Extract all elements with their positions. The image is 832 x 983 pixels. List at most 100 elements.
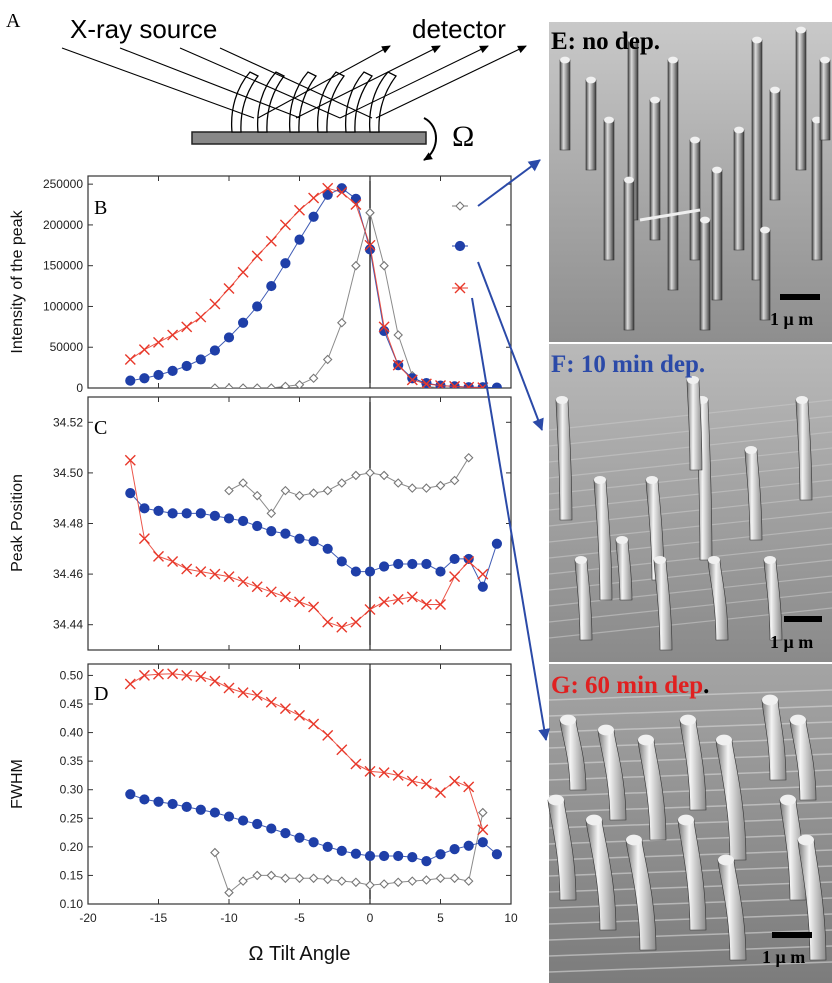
data-point: [364, 604, 376, 616]
data-point: [252, 383, 262, 388]
y-tick-label: 0.25: [60, 811, 84, 825]
data-point: [223, 283, 235, 295]
data-point: [491, 538, 502, 549]
charts: 0 50000 100000 150000 200000 250000 B Intensity…: [9, 175, 518, 965]
data-point: [393, 877, 403, 888]
data-point: [420, 378, 432, 388]
data-point: [223, 682, 235, 694]
data-point: [124, 454, 136, 466]
data-point: [393, 478, 403, 488]
data-point: [195, 354, 206, 365]
data-point: [252, 490, 262, 501]
connector-arrows: [471, 159, 551, 741]
y-tick-label: 34.48: [53, 517, 83, 531]
chart-panel-b: 0 50000 100000 150000 200000 250000 B Intensity…: [9, 175, 512, 395]
nanowire-tip: [638, 734, 654, 746]
connector-arrow-red-to-g: [471, 297, 551, 741]
x-tick-label: 5: [437, 911, 444, 925]
data-point: [463, 452, 474, 463]
data-point: [224, 383, 234, 388]
data-point: [378, 321, 390, 333]
panel-letter: D: [94, 683, 108, 705]
data-point: [350, 616, 362, 628]
nanowire-tip: [708, 556, 720, 564]
rotation-arrow-icon: [423, 117, 437, 161]
micrograph-g-title: G: 60 min dep.: [551, 672, 709, 699]
x-tick-label: -10: [220, 911, 238, 925]
surface-streak: [548, 575, 832, 607]
data-point: [337, 317, 347, 328]
x-axis-label: Ω Tilt Angle: [248, 943, 350, 965]
data-point: [308, 718, 320, 730]
nanowire: [559, 59, 571, 151]
y-tick-label: 0.35: [60, 754, 84, 768]
y-tick-label: 34.50: [53, 466, 83, 480]
data-point: [125, 488, 136, 499]
data-point: [350, 566, 361, 577]
data-point: [337, 478, 347, 488]
series-gray: [210, 807, 488, 898]
nanowire: [603, 119, 615, 261]
nanowire-tip: [745, 446, 757, 454]
micrograph-e-scale-bar: [780, 294, 820, 300]
legend-marker-blue: [454, 240, 466, 252]
data-point: [364, 765, 376, 777]
data-point: [336, 845, 347, 856]
surface-streak: [548, 689, 832, 701]
panel-letter: B: [94, 197, 107, 219]
series-line: [130, 673, 484, 830]
data-point: [393, 330, 403, 340]
data-point: [224, 485, 234, 496]
data-point: [365, 468, 375, 478]
detector-label: detector: [412, 14, 506, 44]
data-point: [279, 219, 291, 231]
data-point: [322, 841, 333, 852]
y-tick-label: 100000: [43, 299, 83, 313]
data-point: [237, 687, 249, 699]
data-point: [350, 848, 361, 859]
incident-beam-lines: [61, 47, 373, 119]
data-point: [463, 553, 474, 565]
data-point: [139, 373, 150, 384]
nanowire-tip: [812, 116, 822, 124]
data-point: [294, 234, 305, 245]
y-axis-label: Intensity of the peak: [9, 209, 26, 353]
nanowire-tip: [718, 854, 734, 866]
surface-streak: [548, 961, 832, 973]
data-point: [435, 598, 446, 610]
nanowire-tip: [712, 166, 722, 174]
data-point: [124, 678, 136, 690]
surface-streak: [548, 945, 832, 957]
data-point: [125, 789, 136, 800]
series-line: [129, 460, 484, 628]
nanowire-tip: [798, 834, 814, 846]
data-point: [308, 837, 319, 848]
x-tick-label: -5: [294, 911, 305, 925]
nanowire: [733, 129, 745, 251]
data-point: [167, 329, 179, 341]
data-point: [238, 876, 248, 886]
micrograph-f-scale-label: 1 μ m: [770, 632, 813, 652]
nanowire-tip: [760, 226, 770, 234]
data-point: [322, 485, 333, 496]
data-point: [449, 873, 460, 884]
nanowire-tip: [764, 556, 776, 564]
surface-streak: [548, 607, 832, 639]
nanowire-tip: [556, 396, 568, 404]
data-point: [393, 850, 404, 862]
data-point: [266, 525, 277, 537]
data-point: [294, 533, 305, 544]
data-point: [322, 182, 334, 194]
data-point: [153, 336, 164, 348]
surface-streak: [548, 511, 832, 543]
data-point: [463, 840, 474, 851]
y-tick-label: 0.50: [60, 668, 84, 682]
data-point: [279, 591, 291, 603]
series-red: [124, 182, 489, 388]
series-blue: [125, 789, 502, 867]
data-point: [266, 280, 277, 292]
data-point: [420, 778, 432, 790]
schematic-panel: A X-ray source detector Ω: [6, 10, 527, 161]
data-point: [491, 849, 502, 860]
data-point: [280, 258, 291, 269]
